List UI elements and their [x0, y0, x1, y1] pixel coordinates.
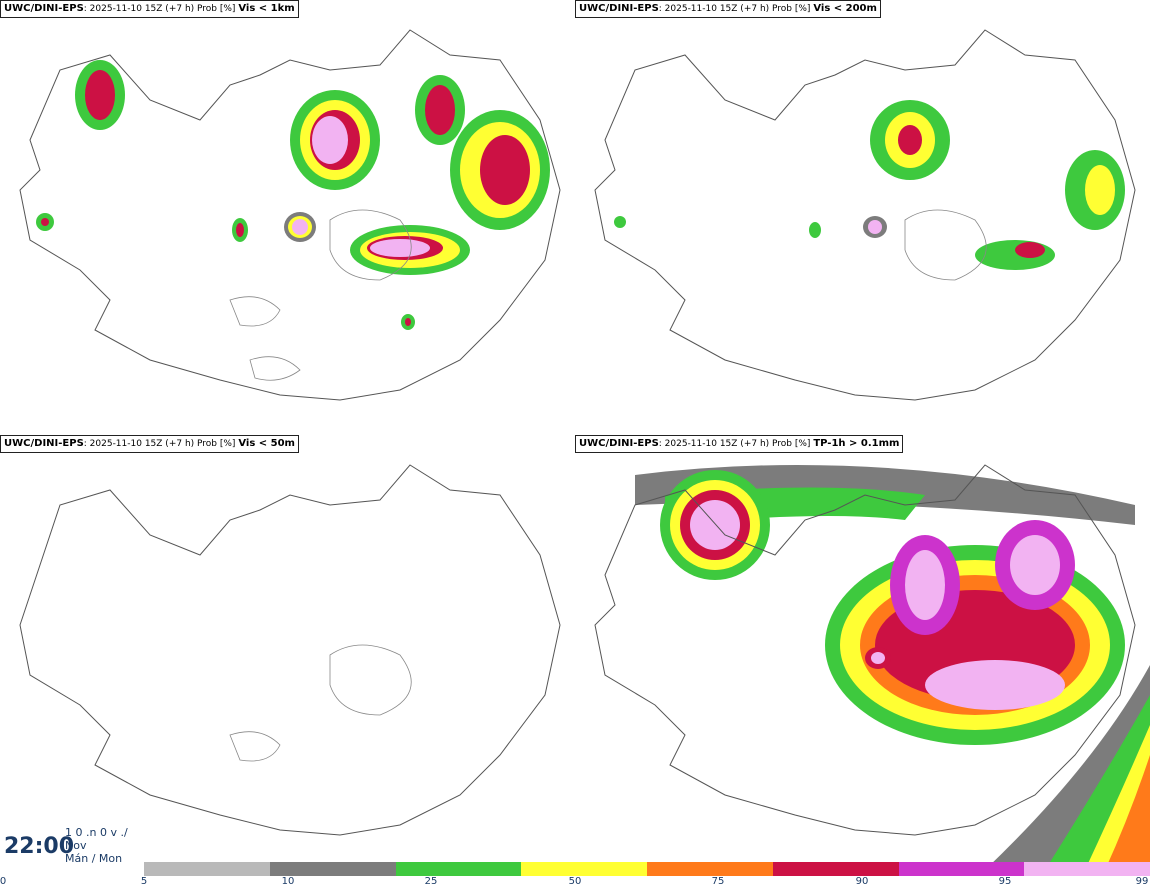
panel-title: UWC/DINI-EPS: 2025-11-10 15Z (+7 h) Prob… — [0, 0, 299, 18]
colorbar-tick-label: 99 — [1135, 876, 1149, 887]
colorbar-ticks: 0 5 10 25 50 75 90 95 99 — [0, 876, 1150, 891]
panel-title: UWC/DINI-EPS: 2025-11-10 15Z (+7 h) Prob… — [0, 435, 299, 453]
map-panel-vis-1km: UWC/DINI-EPS: 2025-11-10 15Z (+7 h) Prob… — [0, 0, 575, 435]
colorbar-segment — [144, 862, 270, 876]
map-vis-200m — [594, 29, 1136, 401]
colorbar-segment — [269, 862, 396, 876]
colorbar-segment — [1024, 862, 1150, 876]
map-vis-1km — [19, 29, 561, 401]
map-panel-vis-200m: UWC/DINI-EPS: 2025-11-10 15Z (+7 h) Prob… — [575, 0, 1150, 435]
colorbar-segment — [521, 862, 647, 876]
colorbar-tick-label: 5 — [140, 876, 148, 887]
colorbar-segment — [647, 862, 773, 876]
colorbar-tick-label: 10 — [281, 876, 295, 887]
colorbar-segment — [898, 862, 1025, 876]
colorbar-tick-label: 50 — [568, 876, 582, 887]
colorbar-tick-label: 75 — [711, 876, 725, 887]
map-precip — [594, 464, 1150, 870]
map-panel-precip: UWC/DINI-EPS: 2025-11-10 15Z (+7 h) Prob… — [575, 435, 1150, 870]
colorbar-segment — [395, 862, 522, 876]
colorbar — [144, 862, 1150, 876]
valid-time: 22:00 — [4, 834, 75, 859]
colorbar-tick-label: 95 — [998, 876, 1012, 887]
valid-date: 1 0 .n 0 v ./ Nov Mán / Mon — [65, 826, 128, 865]
valid-time-box: 22:00 1 0 .n 0 v ./ Nov Mán / Mon — [0, 826, 140, 866]
colorbar-tick-label: 25 — [424, 876, 438, 887]
colorbar-segment — [772, 862, 899, 876]
map-vis-50m — [19, 464, 561, 836]
map-panel-vis-50m: UWC/DINI-EPS: 2025-11-10 15Z (+7 h) Prob… — [0, 435, 575, 870]
panel-title: UWC/DINI-EPS: 2025-11-10 15Z (+7 h) Prob… — [575, 0, 881, 18]
panel-title: UWC/DINI-EPS: 2025-11-10 15Z (+7 h) Prob… — [575, 435, 904, 453]
colorbar-tick-label: 0 — [0, 876, 7, 887]
colorbar-tick-label: 90 — [855, 876, 869, 887]
